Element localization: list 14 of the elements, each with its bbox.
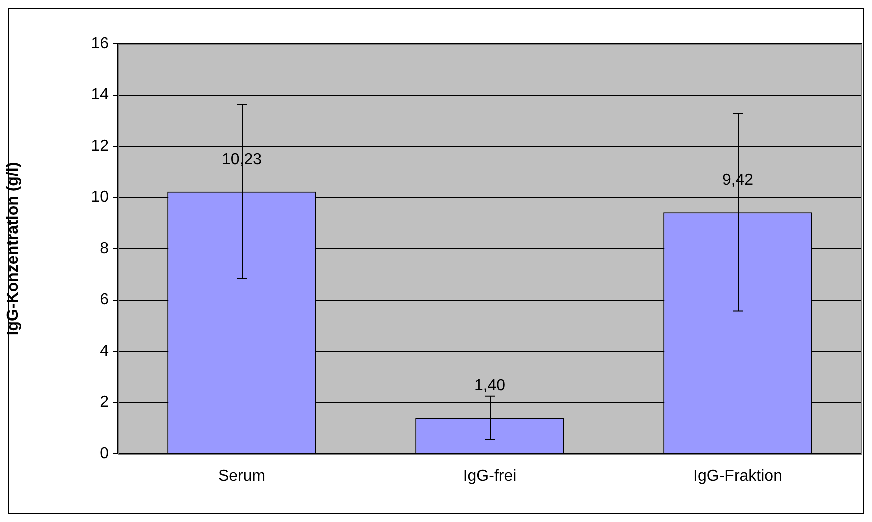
x-tick-label: IgG-frei (463, 468, 517, 486)
y-tick-label: 16 (91, 35, 110, 52)
y-tick-label: 8 (100, 240, 110, 258)
y-tick-label: 14 (91, 86, 110, 104)
data-label: 1,40 (474, 378, 506, 395)
y-tick-label: 0 (100, 445, 110, 462)
x-tick-label: Serum (218, 468, 266, 486)
y-tick-label: 6 (100, 292, 110, 309)
x-tick-label: IgG-Fraktion (694, 468, 782, 486)
y-tick-label: 10 (91, 189, 110, 206)
y-tick-label: 2 (100, 394, 110, 412)
y-tick-label: 12 (91, 138, 110, 155)
y-tick-label: 4 (100, 342, 110, 360)
y-axis-title: IgG-Konzentration (g/l) (5, 162, 22, 336)
